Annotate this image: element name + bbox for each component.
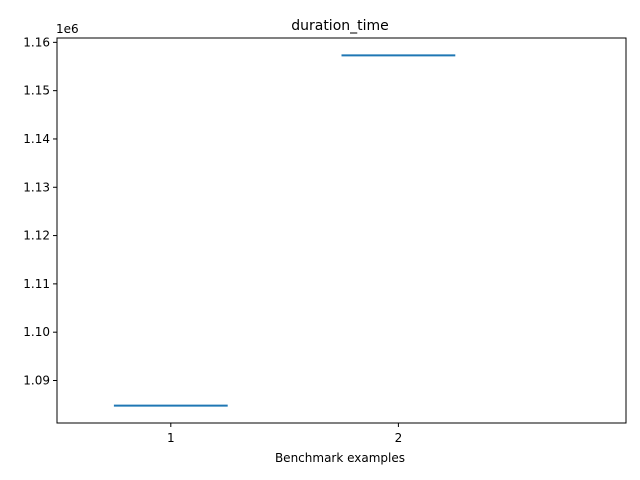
axes-frame — [56, 37, 627, 424]
y-tick-label: 1.09 — [23, 373, 50, 387]
y-offset-label: 1e6 — [56, 22, 79, 36]
chart-title: duration_time — [291, 18, 389, 34]
x-tick-label: 2 — [395, 431, 403, 445]
y-tick-label: 1.15 — [23, 84, 50, 98]
plot-area: 1.09 1.10 1.11 1.12 1.13 1.14 1.15 1.16 1 2 — [23, 35, 456, 445]
y-tick-label: 1.16 — [23, 35, 50, 49]
y-tick-label: 1.11 — [23, 277, 50, 291]
x-tick-label: 1 — [167, 431, 175, 445]
y-tick-label: 1.13 — [23, 180, 50, 194]
y-tick-label: 1.14 — [23, 132, 50, 146]
y-tick-label: 1.12 — [23, 229, 50, 243]
y-tick-label: 1.10 — [23, 325, 50, 339]
x-axis-label: Benchmark examples — [275, 451, 405, 465]
